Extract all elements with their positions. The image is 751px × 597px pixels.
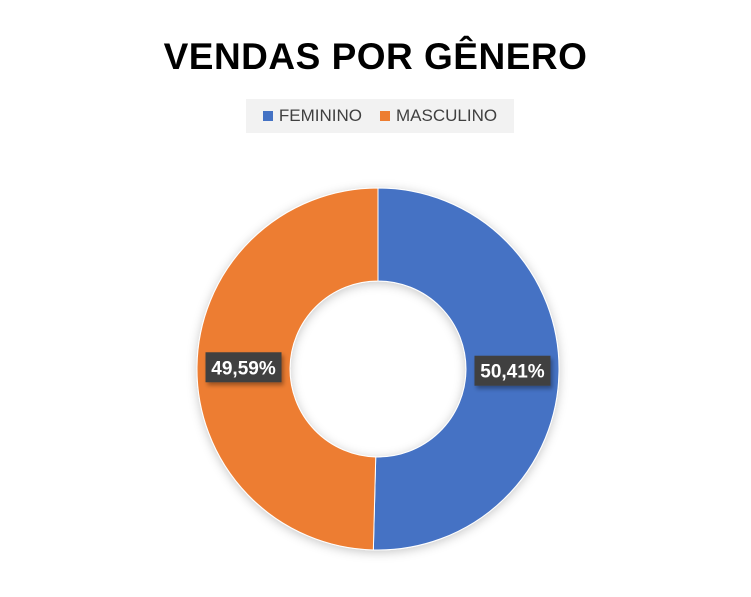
data-label-box — [474, 355, 551, 386]
data-label-feminino: 50,41% — [474, 355, 551, 386]
data-label-masculino: 49,59% — [205, 352, 282, 383]
donut-slice-masculino — [196, 187, 379, 551]
legend-swatch-feminino — [262, 111, 273, 121]
donut-slices — [196, 187, 560, 551]
legend-item-feminino: FEMININO — [262, 106, 363, 126]
legend-label-masculino: MASCULINO — [396, 106, 498, 125]
donut-slice-feminino — [372, 187, 560, 551]
data-label-text: 49,59% — [211, 358, 276, 379]
legend-label-feminino: FEMININO — [278, 106, 363, 125]
donut-data-labels: 50,41% 49,59% — [205, 352, 551, 386]
chart-title: VENDAS POR GÊNERO — [163, 36, 588, 77]
legend-swatch-masculino — [380, 111, 391, 121]
data-label-box — [205, 352, 282, 383]
legend-item-masculino: MASCULINO — [380, 106, 497, 126]
data-label-text: 50,41% — [480, 362, 545, 383]
chart-legend: FEMININO MASCULINO — [246, 99, 514, 133]
